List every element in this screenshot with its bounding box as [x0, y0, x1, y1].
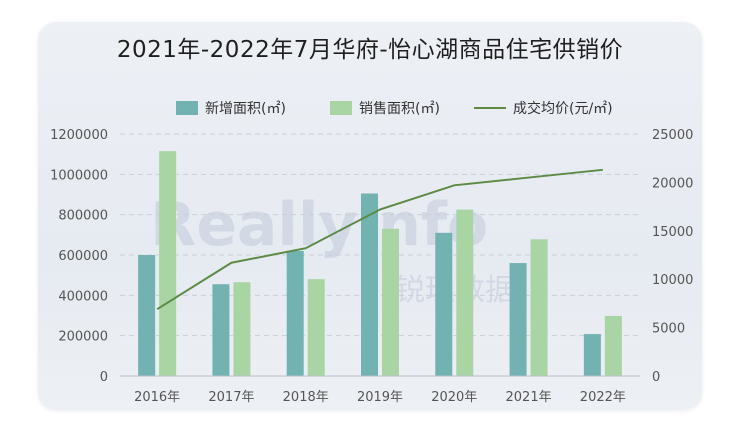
bar-sales-area — [456, 209, 474, 376]
y-right-tick-label: 15000 — [652, 225, 693, 240]
bar-sales-area — [604, 315, 622, 376]
legend: 新增面积(㎡) 销售面积(㎡) 成交均价(元/㎡) — [176, 100, 613, 117]
y-right-tick-label: 25000 — [652, 128, 693, 143]
legend-label-sales-area: 销售面积(㎡) — [359, 101, 440, 117]
x-tick-label: 2017年 — [208, 390, 254, 405]
y-left-tick-label: 600000 — [58, 249, 108, 264]
x-tick-label: 2016年 — [134, 390, 180, 405]
legend-swatch-new-area — [176, 101, 198, 115]
bar-new-area — [435, 232, 453, 376]
watermark-brand-cn: 锐理数据 — [395, 273, 515, 308]
bar-new-area — [583, 334, 601, 376]
bar-new-area — [361, 193, 378, 376]
bar-sales-area — [159, 151, 177, 376]
chart-title: 2021年-2022年7月华府-怡心湖商品住宅供销价 — [116, 37, 624, 63]
price-line-path — [156, 168, 603, 311]
axes: 0 200000 400000 600000 800000 1000000 1200000 0… — [50, 128, 693, 405]
x-tick-label: 2018年 — [283, 390, 329, 405]
legend-label-new-area: 新增面积(㎡) — [205, 101, 286, 117]
bar-sales-area — [382, 228, 399, 376]
y-right-tick-label: 5000 — [652, 322, 685, 337]
price-line — [156, 168, 603, 311]
bar-new-area — [509, 263, 527, 376]
y-right-tick-label: 0 — [652, 370, 660, 385]
y-right-tick-label: 10000 — [652, 273, 693, 288]
y-right-tick-label: 20000 — [652, 176, 693, 191]
bar-new-area — [286, 250, 304, 376]
y-left-tick-label: 1000000 — [50, 168, 108, 183]
legend-label-price: 成交均价(元/㎡) — [513, 100, 613, 117]
bar-new-area — [212, 284, 230, 376]
y-left-tick-label: 0 — [100, 370, 108, 385]
bars — [138, 151, 622, 376]
x-tick-label: 2019年 — [357, 390, 403, 405]
bar-sales-area — [530, 239, 548, 376]
x-tick-label: 2021年 — [506, 390, 552, 405]
y-left-tick-label: 1200000 — [50, 128, 108, 143]
y-left-tick-label: 400000 — [58, 289, 108, 304]
y-left-tick-label: 800000 — [58, 209, 108, 224]
watermark-brand: Reallyinfo — [150, 190, 488, 260]
x-tick-label: 2020年 — [431, 390, 477, 405]
bar-new-area — [138, 255, 156, 376]
x-tick-label: 2022年 — [580, 390, 626, 405]
bar-sales-area — [307, 279, 325, 376]
bar-sales-area — [233, 282, 251, 376]
legend-swatch-sales-area — [330, 101, 352, 115]
y-left-tick-label: 200000 — [58, 330, 108, 345]
